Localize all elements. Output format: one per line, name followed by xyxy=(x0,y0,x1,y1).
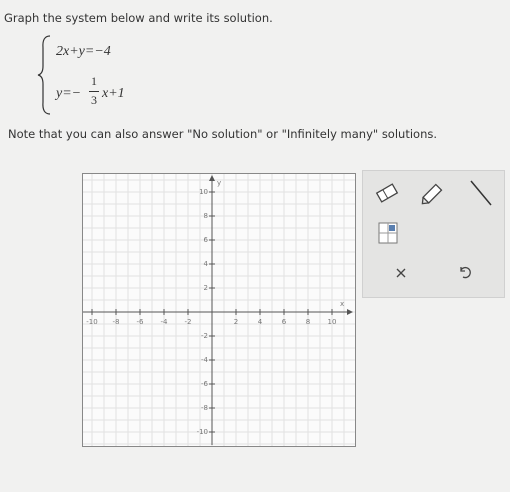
x-tick-label: 10 xyxy=(328,318,337,326)
equation-2-lhs: y=− xyxy=(56,86,82,101)
line-tool[interactable] xyxy=(470,180,492,206)
y-tick-label: 8 xyxy=(204,212,208,220)
y-tick-label: 10 xyxy=(199,188,208,196)
y-tick-label: -4 xyxy=(201,356,209,364)
eraser-tool[interactable] xyxy=(375,183,399,203)
x-tick-label: 2 xyxy=(234,318,238,326)
equation-1: 2x+y=−4 xyxy=(56,44,111,59)
y-tick-label: 6 xyxy=(204,236,209,244)
y-tick-label: -10 xyxy=(197,428,208,436)
y-tick-label: -8 xyxy=(201,404,208,412)
brace xyxy=(37,35,51,115)
undo-button[interactable] xyxy=(460,266,471,279)
tool-icons xyxy=(375,180,492,279)
x-tick-label: -6 xyxy=(137,318,145,326)
tool-panel xyxy=(362,170,505,298)
x-tick-label: 6 xyxy=(282,318,287,326)
y-tick-label: 2 xyxy=(204,284,208,292)
y-axis-label: y xyxy=(217,179,221,187)
note: Note that you can also answer "No soluti… xyxy=(8,127,438,141)
y-arrow xyxy=(209,175,215,181)
x-tick-label: -8 xyxy=(113,318,120,326)
x-tick-label: -2 xyxy=(185,318,192,326)
x-arrow xyxy=(347,309,353,315)
graph[interactable]: x y -10 -8 -6 -4 -2 2 4 6 8 10 10 8 6 4 2 -2 -4 -6 -8 -10 xyxy=(82,173,356,447)
x-tick-label: -4 xyxy=(161,318,169,326)
y-tick-label: 4 xyxy=(204,260,209,268)
fraction-denominator: 3 xyxy=(91,93,97,107)
point-tool[interactable] xyxy=(378,222,398,244)
fraction-bar xyxy=(89,91,99,92)
x-axis-label: x xyxy=(340,300,344,308)
graph-frame xyxy=(82,173,356,447)
instruction: Graph the system below and write its sol… xyxy=(4,11,273,25)
x-tick-label: 4 xyxy=(258,318,263,326)
y-tick-label: -2 xyxy=(201,332,208,340)
x-tick-label: -10 xyxy=(86,318,97,326)
fraction-numerator: 1 xyxy=(91,74,97,88)
x-tick-label: 8 xyxy=(306,318,310,326)
pencil-tool[interactable] xyxy=(420,183,443,207)
y-tick-label: -6 xyxy=(201,380,209,388)
clear-button[interactable] xyxy=(396,268,406,278)
equation-2-rhs: x+1 xyxy=(102,86,125,101)
